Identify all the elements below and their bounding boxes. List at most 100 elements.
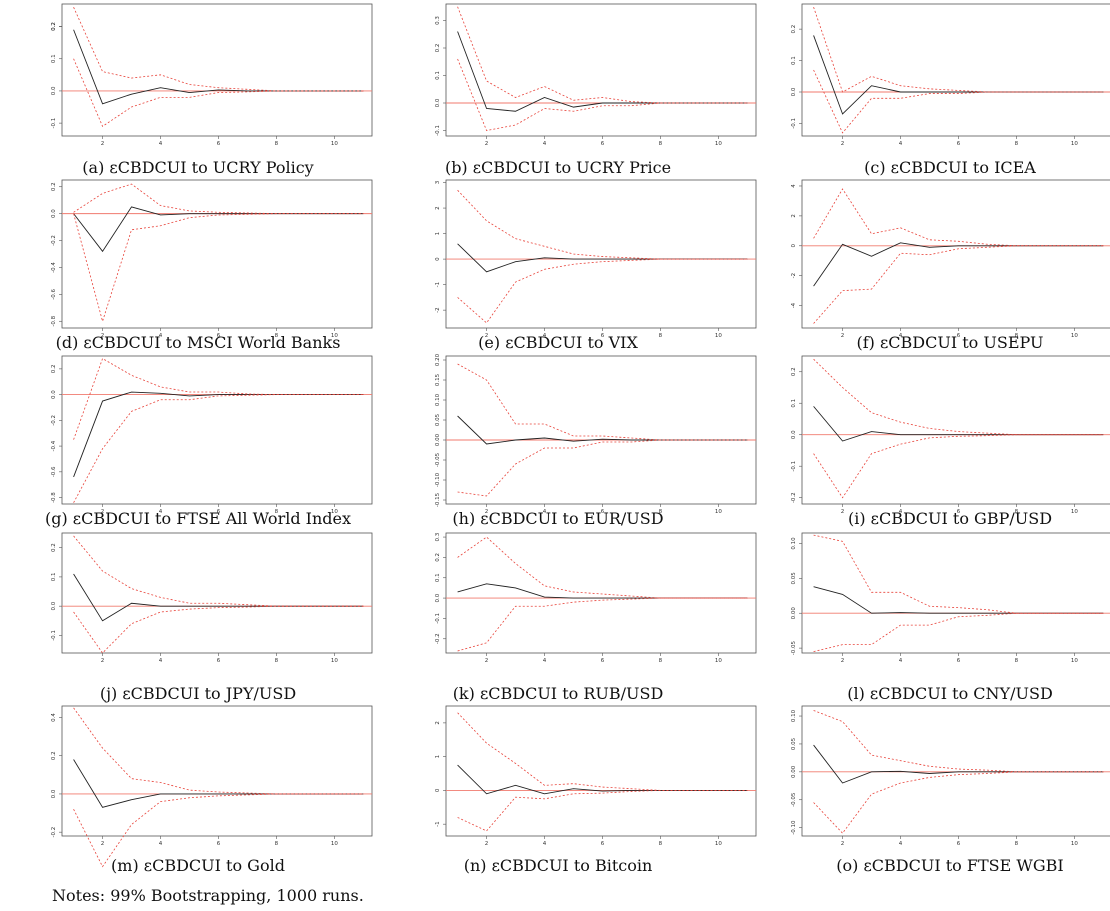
x-tick-label: 2 (101, 509, 105, 515)
lower-band-line (457, 58, 748, 131)
y-tick-label: 0.2 (51, 751, 57, 760)
y-tick-label: 0.1 (51, 54, 57, 63)
y-tick-label: -4 (791, 302, 797, 308)
plot-frame (801, 3, 1110, 137)
x-tick-label: 4 (543, 509, 547, 515)
y-tick-label: -0.05 (435, 452, 441, 467)
y-tick-label: -0.2 (51, 235, 57, 246)
x-tick-label: 6 (957, 841, 961, 847)
x-tick-label: 8 (1015, 333, 1019, 339)
lower-band-line (813, 771, 1104, 834)
irf-panel: 0.2 0.0 -0.2 -0.4 -0.6 -0.8 2 4 6 8 10 (51, 355, 373, 515)
upper-band-line (813, 534, 1104, 614)
y-tick-label: -0.1 (435, 125, 441, 136)
plot-frame (445, 705, 757, 837)
upper-band-line (457, 6, 748, 104)
x-tick-label: 2 (841, 333, 845, 339)
plot-frame (61, 179, 373, 329)
y-tick-label: -0.15 (435, 492, 441, 507)
upper-band-line (457, 189, 748, 260)
x-tick-label: 2 (485, 141, 489, 147)
y-tick-label: -0.2 (51, 827, 57, 838)
y-tick-label: -0.8 (51, 492, 57, 503)
x-tick-label: 6 (217, 658, 221, 664)
irf-chart: 0.2 0.1 0.0 -0.1 2 4 6 8 10 (791, 3, 1110, 147)
x-tick-label: 8 (659, 509, 663, 515)
y-tick-label: -0.2 (51, 415, 57, 426)
x-tick-label: 2 (485, 509, 489, 515)
x-tick-label: 6 (217, 141, 221, 147)
lower-band-line (73, 58, 364, 127)
x-tick-label: 10 (331, 141, 338, 147)
irf-chart: 0.2 0.0 -0.2 -0.4 -0.6 -0.8 2 4 6 8 10 (51, 355, 373, 515)
irf-line (813, 744, 1104, 784)
x-tick-label: 10 (715, 658, 722, 664)
y-tick-label: -0.4 (51, 262, 57, 273)
x-tick-label: 4 (159, 509, 163, 515)
panel-caption: (o) εCBDCUI to FTSE WGBI (836, 856, 1064, 875)
y-tick-label: 0.2 (435, 553, 441, 562)
upper-band-line (73, 357, 364, 440)
x-tick-label: 8 (275, 509, 279, 515)
x-tick-label: 4 (543, 841, 547, 847)
lower-band-line (813, 69, 1104, 134)
irf-chart: 4 2 0 -2 -4 2 4 6 8 10 (791, 179, 1110, 339)
x-tick-label: 8 (659, 658, 663, 664)
upper-band-line (457, 536, 748, 599)
irf-chart: 0.20 0.15 0.10 0.05 0.00 -0.05 -0.10 -0.15 2 4 6 8 1… (435, 353, 757, 515)
y-tick-label: 2 (791, 214, 797, 218)
x-tick-label: 2 (485, 841, 489, 847)
x-tick-label: 4 (899, 333, 903, 339)
upper-band-line (457, 712, 748, 791)
irf-line (457, 243, 748, 273)
x-tick-label: 10 (1071, 658, 1078, 664)
x-tick-label: 10 (331, 509, 338, 515)
x-tick-label: 4 (543, 141, 547, 147)
x-tick-label: 2 (841, 141, 845, 147)
x-tick-label: 4 (899, 141, 903, 147)
irf-panel: 0.2 0.2 0.1 0.0 -0.1 2 4 6 8 10 (51, 3, 373, 147)
y-tick-label: 0.1 (51, 573, 57, 582)
irf-panel: 0.2 0.1 0.0 -0.1 2 4 6 8 10 (51, 532, 373, 664)
y-tick-label: -1 (435, 282, 441, 287)
y-tick-label: -2 (791, 273, 797, 278)
irf-panel: 0.2 0.1 0.0 -0.1 -0.2 2 4 6 8 10 (791, 355, 1110, 515)
upper-band-line (813, 188, 1104, 247)
y-tick-label: -0.6 (51, 466, 57, 477)
figure-notes: Notes: 99% Bootstrapping, 1000 runs. (52, 886, 364, 905)
y-tick-label: 0.00 (435, 433, 441, 446)
lower-band-line (457, 790, 748, 832)
y-tick-label: -2 (435, 307, 441, 312)
irf-line (457, 583, 748, 599)
x-tick-label: 6 (957, 658, 961, 664)
lower-band-line (73, 605, 364, 654)
irf-line (813, 586, 1104, 614)
irf-panel: 4 2 0 -2 -4 2 4 6 8 10 (791, 179, 1110, 339)
x-tick-label: 10 (1071, 333, 1078, 339)
panel-caption: (l) εCBDCUI to CNY/USD (847, 684, 1053, 703)
x-tick-label: 2 (101, 141, 105, 147)
y-tick-label: 0.10 (791, 537, 797, 550)
x-tick-label: 8 (275, 141, 279, 147)
y-tick-label: 0.15 (435, 373, 441, 386)
y-tick-label: 4 (791, 184, 797, 188)
x-tick-label: 8 (659, 841, 663, 847)
y-tick-label: -0.1 (51, 118, 57, 129)
irf-chart: 0.10 0.05 0.00 -0.05 -0.10 2 4 6 8 10 (791, 705, 1110, 847)
x-tick-label: 4 (543, 333, 547, 339)
y-tick-label: 0.2 (51, 543, 57, 552)
irf-panel: 0.4 0.2 0.0 -0.2 2 4 6 8 10 (51, 705, 373, 868)
y-tick-label: 0.0 (51, 601, 57, 610)
irf-panel: 3 2 1 0 -1 -2 2 4 6 8 10 (435, 179, 757, 339)
x-tick-label: 6 (601, 841, 605, 847)
panel-caption: (n) εCBDCUI to Bitcoin (463, 856, 653, 875)
y-tick-label: 0.1 (435, 573, 441, 582)
x-tick-label: 4 (159, 658, 163, 664)
plot-frame (445, 179, 757, 329)
x-tick-label: 10 (715, 141, 722, 147)
plot-frame (61, 3, 373, 137)
plot-frame (445, 3, 757, 137)
x-tick-label: 10 (715, 509, 722, 515)
x-tick-label: 2 (485, 333, 489, 339)
x-tick-label: 8 (1015, 841, 1019, 847)
